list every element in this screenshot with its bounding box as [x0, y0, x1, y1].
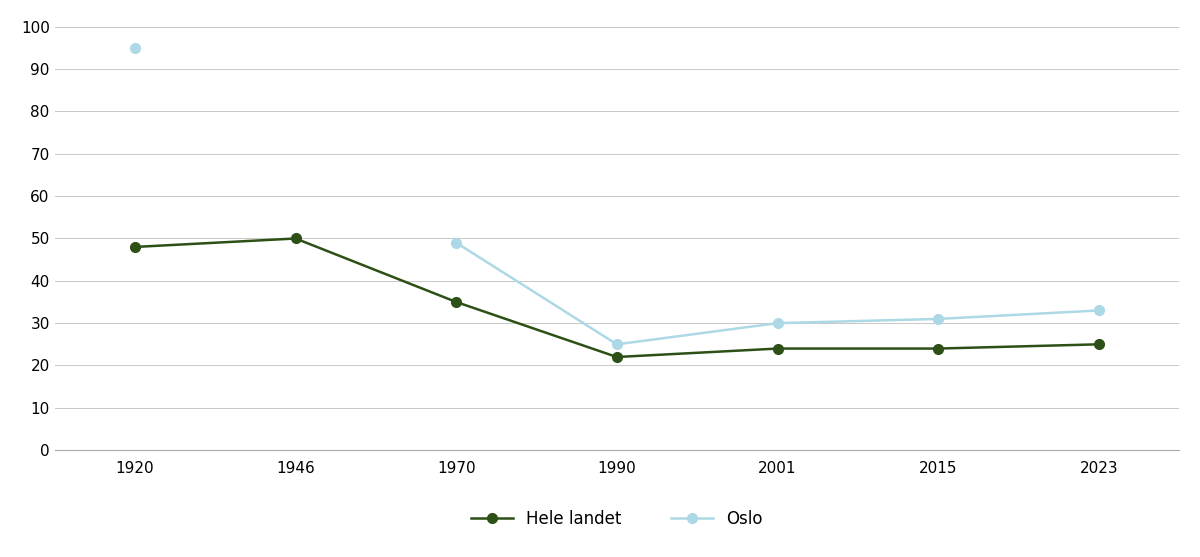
Legend: Hele landet, Oslo: Hele landet, Oslo [464, 504, 769, 535]
